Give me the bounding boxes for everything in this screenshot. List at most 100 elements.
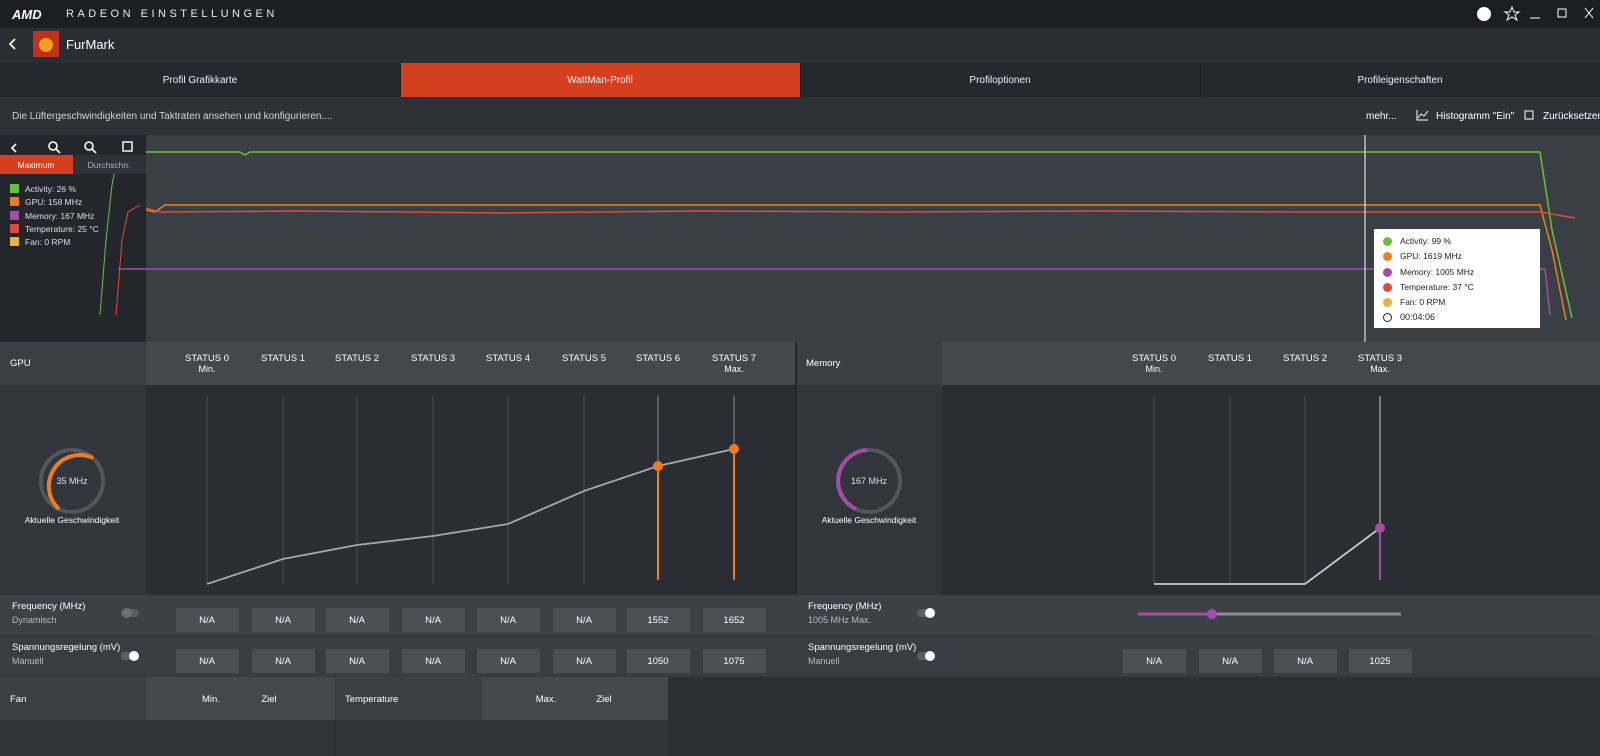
help-icon[interactable] <box>1477 7 1491 21</box>
legend-check[interactable] <box>10 184 19 193</box>
value-field[interactable] <box>252 608 315 632</box>
memory-handle[interactable] <box>1375 523 1385 533</box>
hist-temp-left <box>115 204 141 316</box>
gauge-value: 35 MHz <box>56 476 88 486</box>
value-field[interactable] <box>477 649 540 673</box>
state-label: STATUS 4 <box>486 353 530 364</box>
value-text[interactable]: N/A <box>199 656 215 667</box>
value-text[interactable]: 1652 <box>723 615 745 626</box>
value-field[interactable] <box>1349 649 1412 673</box>
histogram-area <box>146 135 1600 342</box>
mode-button[interactable] <box>0 155 73 174</box>
tab[interactable] <box>1200 63 1600 97</box>
tab[interactable] <box>400 63 800 97</box>
value-field[interactable] <box>477 608 540 632</box>
state-label: STATUS 5 <box>562 353 606 364</box>
value-field[interactable] <box>627 649 690 673</box>
state-label: STATUS 7 <box>712 353 756 364</box>
description: Die Lüftergeschwindigkeiten und Taktrate… <box>12 111 333 122</box>
reset-icon <box>1524 110 1534 120</box>
tab-label[interactable]: Profileigenschaften <box>1357 75 1443 86</box>
tooltip-dot <box>1383 237 1392 246</box>
tab-label[interactable]: WattMan-Profil <box>567 75 633 86</box>
value-text[interactable]: 1025 <box>1369 656 1391 667</box>
legend-entry: Memory: 167 MHz <box>25 210 95 221</box>
value-text[interactable]: N/A <box>199 615 215 626</box>
gpu-handle[interactable] <box>653 461 663 471</box>
value-field[interactable] <box>703 649 766 673</box>
maximize[interactable] <box>1557 8 1567 18</box>
close[interactable] <box>1584 7 1594 19</box>
value-text[interactable]: N/A <box>1222 656 1238 667</box>
slider-knob[interactable] <box>1207 609 1217 619</box>
value-text[interactable]: N/A <box>576 615 592 626</box>
tooltip-dot <box>1383 252 1392 262</box>
legend-entry: Fan: 0 RPM <box>25 237 71 248</box>
value-field[interactable] <box>402 608 465 632</box>
value-text[interactable]: N/A <box>1146 656 1162 667</box>
reset-button[interactable]: Zurücksetzen <box>1543 111 1600 122</box>
value-field[interactable] <box>553 608 616 632</box>
tab-label[interactable]: Profil Grafikkarte <box>162 75 238 86</box>
zoom-in[interactable] <box>48 141 58 151</box>
more-link[interactable]: mehr... <box>1366 111 1397 122</box>
histogram-toggle[interactable]: Histogramm "Ein" <box>1436 111 1515 122</box>
section-title: Fan <box>10 694 27 705</box>
mode-button[interactable] <box>73 155 146 174</box>
value-field[interactable] <box>1199 649 1262 673</box>
gauge-label: Aktuelle Geschwindigkeit <box>24 515 120 525</box>
value-text[interactable]: N/A <box>275 615 291 626</box>
value-field[interactable] <box>402 649 465 673</box>
back-button[interactable] <box>8 38 16 50</box>
mode-label[interactable]: Maximum <box>17 160 55 170</box>
value-text[interactable]: N/A <box>576 656 592 667</box>
gpu-gauge-panel <box>0 385 146 595</box>
mode-label[interactable]: Durchschn. <box>87 160 131 170</box>
value-field[interactable] <box>326 608 389 632</box>
hist-back[interactable] <box>10 143 17 153</box>
hist-gpu <box>145 204 1567 321</box>
legend-entry: GPU: 158 MHz <box>25 197 83 208</box>
tab[interactable] <box>800 63 1200 97</box>
value-text[interactable]: N/A <box>1297 656 1313 667</box>
gpu-curve-panel <box>146 385 796 595</box>
gpu-handle[interactable] <box>729 444 739 454</box>
value-field[interactable] <box>176 649 239 673</box>
value-text[interactable]: N/A <box>425 615 441 626</box>
legend-check[interactable] <box>10 197 19 207</box>
gpu-title-cell <box>0 342 146 385</box>
zoom-out[interactable] <box>84 141 94 151</box>
value-field[interactable] <box>176 608 239 632</box>
row-label: Frequency (MHz) <box>12 601 86 612</box>
favorite-icon[interactable] <box>1503 5 1521 22</box>
legend-check[interactable] <box>10 237 19 247</box>
state-sub: Max. <box>1370 364 1390 374</box>
value-field[interactable] <box>252 649 315 673</box>
legend-check[interactable] <box>10 210 19 220</box>
tab-label[interactable]: Profiloptionen <box>969 75 1031 86</box>
row-sub: 1005 MHz Max. <box>808 615 872 625</box>
tooltip-entry: Activity: 99 % <box>1400 236 1452 246</box>
value-text[interactable]: N/A <box>275 656 291 667</box>
value-text[interactable]: N/A <box>500 615 516 626</box>
value-field[interactable] <box>703 608 766 632</box>
section-title: Memory <box>806 358 841 369</box>
memory-title-cell <box>796 342 942 385</box>
value-text[interactable]: N/A <box>349 615 365 626</box>
value-text[interactable]: N/A <box>500 656 516 667</box>
memory-gauge-arc <box>836 448 868 511</box>
value-text[interactable]: N/A <box>349 656 365 667</box>
value-field[interactable] <box>627 608 690 632</box>
value-field[interactable] <box>1274 649 1337 673</box>
value-text[interactable]: N/A <box>425 656 441 667</box>
value-text[interactable]: 1552 <box>647 615 669 626</box>
crop[interactable] <box>122 141 133 152</box>
value-field[interactable] <box>553 649 616 673</box>
hist-activity <box>146 151 1573 319</box>
value-field[interactable] <box>1123 649 1186 673</box>
value-text[interactable]: 1050 <box>647 656 669 667</box>
value-field[interactable] <box>326 649 389 673</box>
legend-check[interactable] <box>10 223 19 233</box>
value-text[interactable]: 1075 <box>723 656 745 667</box>
